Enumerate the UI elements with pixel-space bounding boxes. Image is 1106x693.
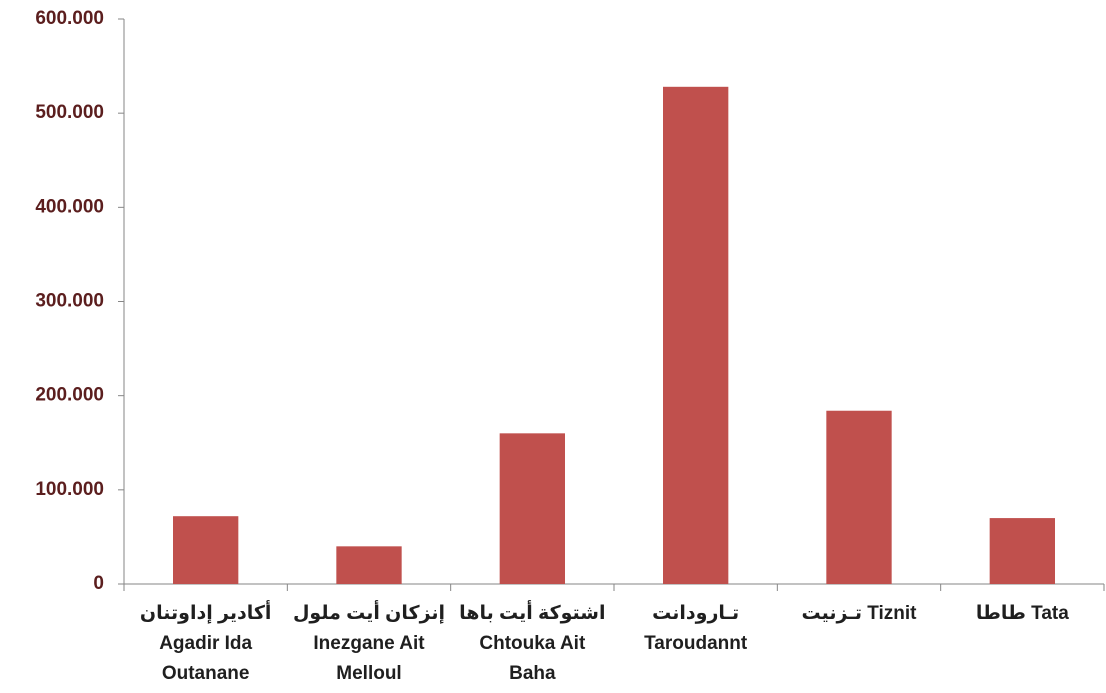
- x-tick-label: Inezgane Ait: [313, 633, 425, 654]
- y-tick-label: 0: [93, 573, 104, 594]
- bar: [989, 518, 1055, 584]
- x-tick-label: أكادير إداوتنان: [140, 600, 272, 624]
- bar: [173, 516, 239, 584]
- x-tick-label: إنزكان أيت ملول: [293, 600, 445, 624]
- y-tick-label: 500.000: [35, 102, 104, 123]
- x-tick-label: طاطا Tata: [976, 603, 1069, 624]
- x-tick-label: Melloul: [336, 663, 401, 684]
- x-tick-label: Chtouka Ait: [479, 633, 586, 654]
- x-tick-label: تـزنيت Tiznit: [802, 603, 918, 624]
- y-tick-label: 600.000: [35, 8, 104, 29]
- x-tick-label: تـارودانت: [652, 603, 739, 624]
- x-tick-label: اشتوكة أيت باها: [459, 600, 605, 624]
- x-tick-label: Agadir Ida: [159, 633, 252, 654]
- y-tick-label: 300.000: [35, 291, 104, 312]
- bar: [826, 410, 892, 584]
- bar: [336, 546, 402, 584]
- x-tick-label: Outanane: [162, 663, 250, 684]
- bar: [499, 433, 565, 584]
- x-tick-label: Taroudannt: [644, 633, 748, 654]
- y-tick-label: 400.000: [35, 196, 104, 217]
- x-tick-label: Baha: [509, 663, 556, 684]
- y-tick-label: 100.000: [35, 479, 104, 500]
- bar: [663, 86, 729, 585]
- y-tick-label: 200.000: [35, 385, 104, 406]
